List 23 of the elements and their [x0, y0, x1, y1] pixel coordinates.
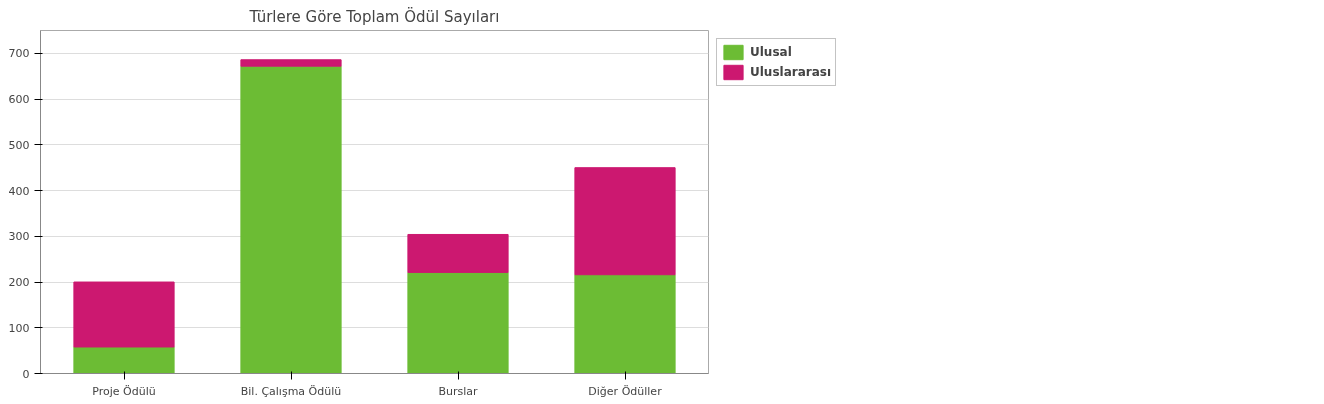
bar	[240, 65, 342, 374]
y-tick-label: 300	[8, 230, 30, 244]
y-tick-label: 0	[22, 367, 30, 381]
y-tick-label: 200	[8, 276, 30, 290]
x-tick-label: Diğer Ödüller	[588, 384, 663, 398]
bar	[73, 281, 175, 348]
y-tick-label: 600	[8, 93, 30, 107]
chart-title: Türlere Göre Toplam Ödül Sayıları	[248, 6, 500, 26]
legend-label: Uluslararası	[750, 65, 832, 79]
bar	[407, 233, 509, 273]
legend-label: Ulusal	[750, 45, 792, 59]
y-tick-label: 100	[8, 321, 30, 335]
bar	[407, 271, 509, 374]
bar	[73, 346, 175, 374]
bar	[574, 274, 676, 374]
bar	[240, 59, 342, 67]
x-tick-label: Bil. Çalışma Ödülü	[240, 384, 342, 398]
y-tick-label: 700	[8, 47, 30, 61]
x-tick-label: Proje Ödülü	[92, 384, 156, 398]
y-tick-label: 400	[8, 184, 30, 198]
x-tick-label: Burslar	[438, 384, 479, 398]
y-tick-label: 500	[8, 138, 30, 152]
bar	[574, 167, 676, 276]
